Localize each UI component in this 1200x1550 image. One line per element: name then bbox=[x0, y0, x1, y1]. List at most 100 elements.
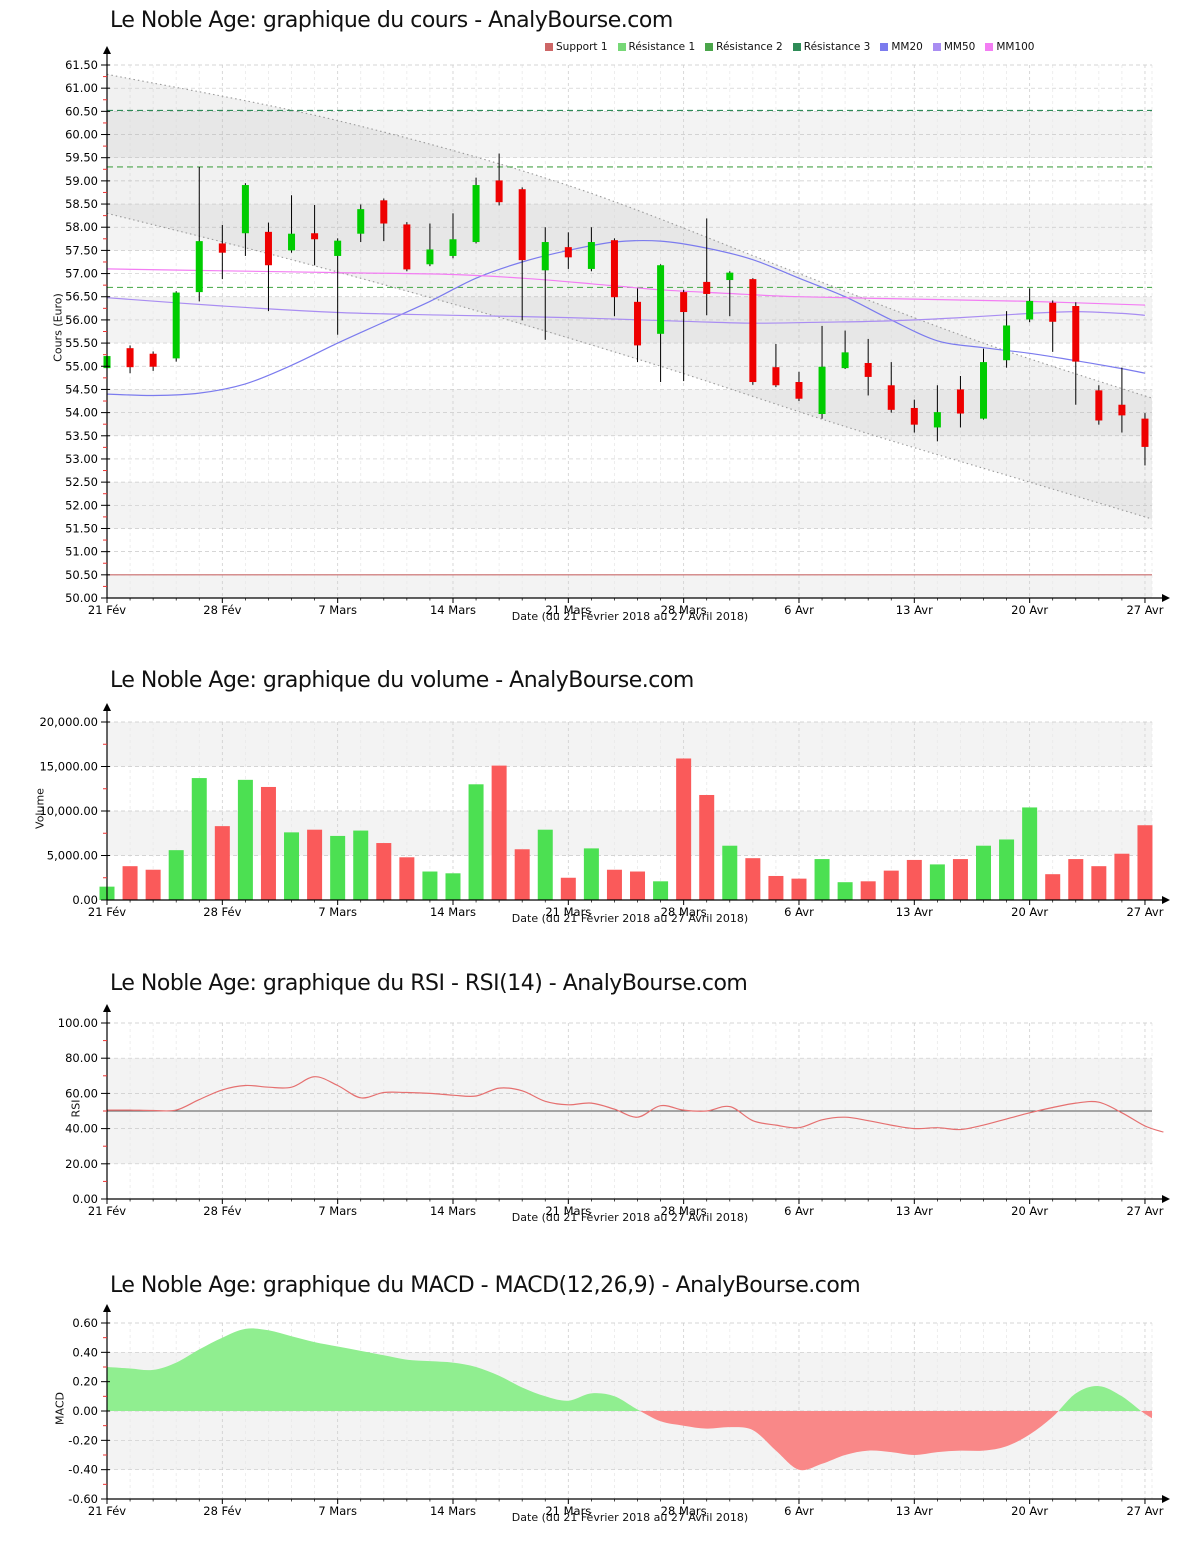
x-tick-label: 20 Avr bbox=[1011, 905, 1048, 919]
candle bbox=[1026, 300, 1034, 320]
price-xaxis-label: Date (du 21 Février 2018 au 27 Avril 201… bbox=[511, 610, 749, 623]
legend-label: Résistance 3 bbox=[803, 41, 871, 53]
macd-xaxis-label: Date (du 21 Février 2018 au 27 Avril 201… bbox=[511, 1511, 749, 1524]
y-tick-label: 10,000.00 bbox=[39, 804, 98, 818]
candle bbox=[449, 239, 457, 256]
candle bbox=[172, 292, 180, 359]
trend-channel-upper-line bbox=[107, 73, 1152, 399]
volume-bar bbox=[630, 871, 646, 900]
y-axis-arrow-icon bbox=[103, 1004, 111, 1012]
y-tick-label: 58.50 bbox=[65, 197, 98, 211]
volume-bar bbox=[237, 779, 253, 900]
volume-bar bbox=[1068, 859, 1084, 900]
y-tick-label: 60.00 bbox=[65, 1086, 98, 1100]
legend-label: Résistance 2 bbox=[716, 41, 783, 53]
candle bbox=[380, 200, 388, 224]
price-chart-title: Le Noble Age: graphique du cours - Analy… bbox=[110, 8, 673, 33]
volume-bar bbox=[376, 843, 392, 900]
y-tick-label: 61.50 bbox=[65, 58, 98, 72]
candle bbox=[703, 281, 711, 294]
x-tick-label: 7 Mars bbox=[318, 603, 357, 617]
x-tick-label: 28 Fév bbox=[203, 1504, 241, 1518]
y-axis-arrow-icon bbox=[103, 703, 111, 711]
y-tick-label: 50.00 bbox=[65, 591, 98, 605]
candle bbox=[887, 385, 895, 410]
x-tick-label: 7 Mars bbox=[318, 1204, 357, 1218]
y-tick-label: 0.20 bbox=[72, 1375, 98, 1389]
candle bbox=[1118, 404, 1126, 416]
y-tick-label: 55.00 bbox=[65, 359, 98, 373]
volume-bar bbox=[214, 826, 230, 900]
candle bbox=[218, 243, 226, 253]
trend-channel-lower-line bbox=[107, 212, 1152, 520]
volume-bar bbox=[468, 784, 484, 900]
volume-bar bbox=[791, 878, 807, 900]
volume-bar bbox=[191, 778, 207, 900]
legend-label: Résistance 1 bbox=[628, 41, 696, 53]
price-chart: 50.00 50.50 51.00 51.50 52.00 52.50 53.00 53.50… bbox=[65, 46, 1170, 617]
y-tick-label: 54.50 bbox=[65, 382, 98, 396]
y-tick-label: 0.00 bbox=[72, 1192, 98, 1206]
candle bbox=[426, 249, 434, 265]
volume-bar bbox=[768, 875, 784, 900]
y-tick-label: 51.00 bbox=[65, 545, 98, 559]
x-tick-label: 28 Fév bbox=[203, 1204, 241, 1218]
x-tick-label: 7 Mars bbox=[318, 905, 357, 919]
y-tick-label: 59.00 bbox=[65, 174, 98, 188]
y-tick-label: -0.40 bbox=[68, 1463, 98, 1477]
y-tick-label: 56.50 bbox=[65, 290, 98, 304]
candle bbox=[933, 412, 941, 428]
legend-label: MM20 bbox=[891, 41, 923, 53]
volume-bar bbox=[722, 845, 738, 900]
price-yaxis-label: Cours (Euro) bbox=[51, 293, 65, 362]
candle bbox=[472, 185, 480, 243]
rsi-chart: 0.00 20.00 40.00 60.00 80.00 100.00 21 Fév 28 F… bbox=[58, 1004, 1170, 1218]
x-tick-label: 27 Avr bbox=[1126, 905, 1163, 919]
volume-bar bbox=[260, 786, 276, 900]
price-chart-legend: Support 1 Résistance 1 Résistance 2 Résista… bbox=[545, 41, 1035, 53]
candle bbox=[1095, 390, 1103, 421]
volume-bar bbox=[676, 758, 692, 900]
candle bbox=[1049, 302, 1057, 322]
candle bbox=[956, 389, 964, 414]
x-tick-label: 21 Fév bbox=[88, 1504, 126, 1518]
volume-xaxis-label: Date (du 21 Février 2018 au 27 Avril 201… bbox=[511, 912, 749, 925]
candle bbox=[749, 279, 757, 383]
x-tick-label: 7 Mars bbox=[318, 1504, 357, 1518]
volume-bar bbox=[399, 857, 415, 900]
candle bbox=[864, 363, 872, 377]
y-tick-label: 0.60 bbox=[72, 1316, 98, 1330]
macd-negative-area bbox=[107, 1411, 1152, 1471]
candle bbox=[772, 367, 780, 386]
volume-bar bbox=[1045, 874, 1061, 900]
candlestick-series bbox=[103, 153, 1149, 466]
y-axis-arrow-icon bbox=[103, 46, 111, 54]
candle bbox=[564, 247, 572, 258]
x-tick-label: 28 Mars bbox=[661, 603, 707, 617]
x-tick-label: 14 Mars bbox=[430, 905, 476, 919]
volume-chart-title: Le Noble Age: graphique du volume - Anal… bbox=[110, 668, 694, 693]
x-tick-label: 20 Avr bbox=[1011, 1504, 1048, 1518]
y-axis-arrow-icon bbox=[103, 1304, 111, 1312]
volume-bar bbox=[883, 870, 899, 900]
volume-bar bbox=[1114, 853, 1130, 900]
volume-bar bbox=[1091, 866, 1107, 900]
y-tick-label: 5,000.00 bbox=[47, 849, 98, 863]
x-tick-label: 14 Mars bbox=[430, 603, 476, 617]
candle bbox=[610, 240, 618, 298]
candle bbox=[818, 366, 826, 414]
y-tick-label: 60.50 bbox=[65, 104, 98, 118]
volume-bar bbox=[422, 871, 438, 900]
volume-chart: 0.00 5,000.00 10,000.00 15,000.00 20,000.00 2… bbox=[39, 703, 1170, 919]
candle bbox=[795, 382, 803, 399]
x-tick-label: 28 Fév bbox=[203, 603, 241, 617]
volume-bar bbox=[745, 858, 761, 900]
candle bbox=[264, 231, 272, 266]
legend-swatch-icon bbox=[705, 43, 714, 51]
y-tick-label: 20,000.00 bbox=[39, 715, 98, 729]
legend-label: MM100 bbox=[996, 41, 1035, 53]
volume-bar bbox=[560, 877, 576, 900]
volume-bar bbox=[1137, 825, 1153, 900]
rsi-chart-title: Le Noble Age: graphique du RSI - RSI(14)… bbox=[110, 971, 748, 996]
x-tick-label: 13 Avr bbox=[896, 1204, 933, 1218]
